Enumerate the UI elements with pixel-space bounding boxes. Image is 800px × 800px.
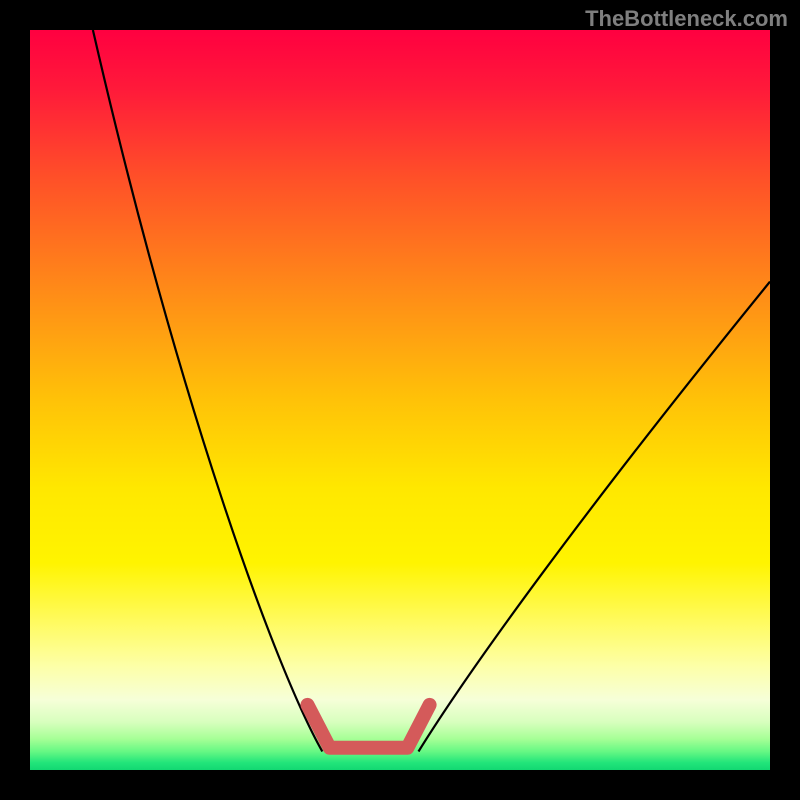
plot-svg xyxy=(30,30,770,770)
watermark-text: TheBottleneck.com xyxy=(585,6,788,32)
plot-area xyxy=(30,30,770,770)
chart-stage: TheBottleneck.com xyxy=(0,0,800,800)
